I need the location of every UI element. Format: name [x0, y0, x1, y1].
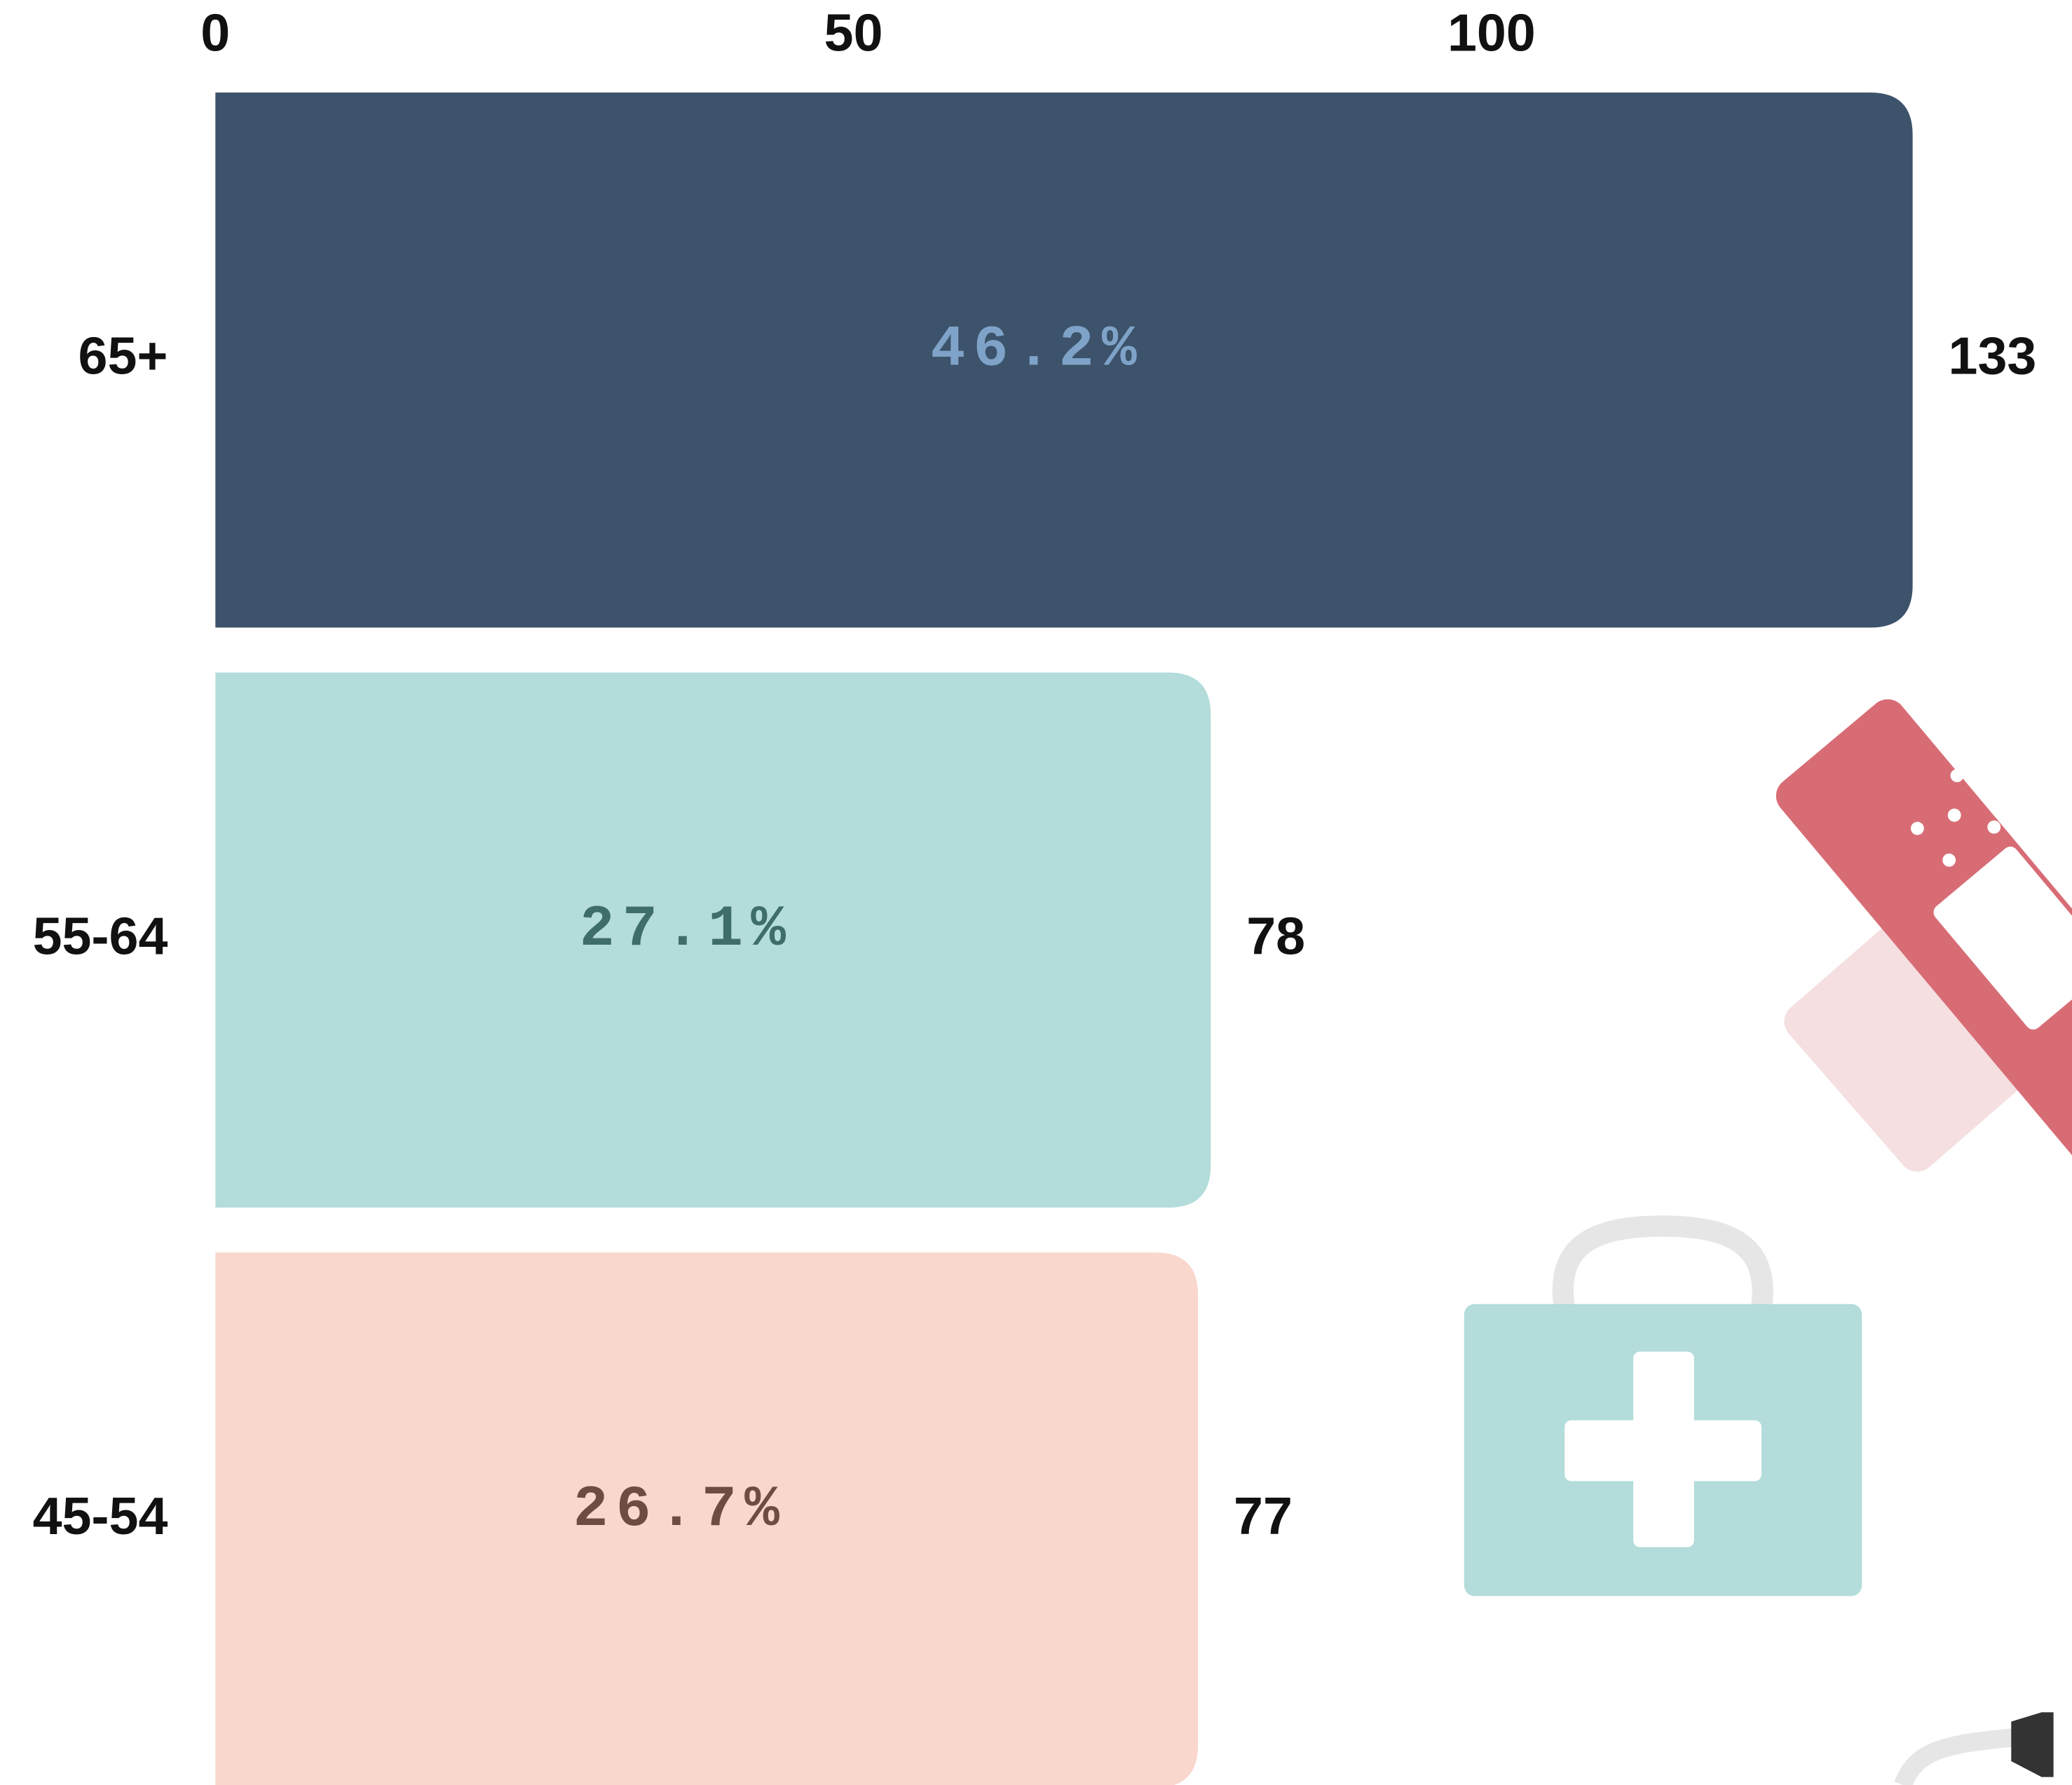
percent-label: 26.7% [573, 1477, 787, 1543]
y-tick-label: 55-64 [33, 906, 168, 965]
value-label: 77 [1234, 1486, 1293, 1545]
x-tick-label: 0 [200, 4, 230, 62]
chart: 0 50 100 65+ 133 46.2% 55-64 78 27.1% 45-54 77 26.7… [0, 0, 2072, 1785]
value-label: 133 [1949, 327, 2037, 385]
medical-kit-icon [1464, 1226, 1862, 1596]
percent-label: 46.2% [931, 317, 1145, 383]
x-tick-label: 100 [1447, 4, 1536, 62]
y-tick-label: 45-54 [33, 1486, 168, 1545]
bandage-icon [1768, 692, 2072, 1219]
value-label: 78 [1246, 906, 1305, 965]
stethoscope-icon [1903, 1712, 2054, 1785]
x-tick-label: 50 [824, 4, 883, 62]
percent-label: 27.1% [580, 896, 793, 962]
y-tick-label: 65+ [79, 327, 168, 385]
